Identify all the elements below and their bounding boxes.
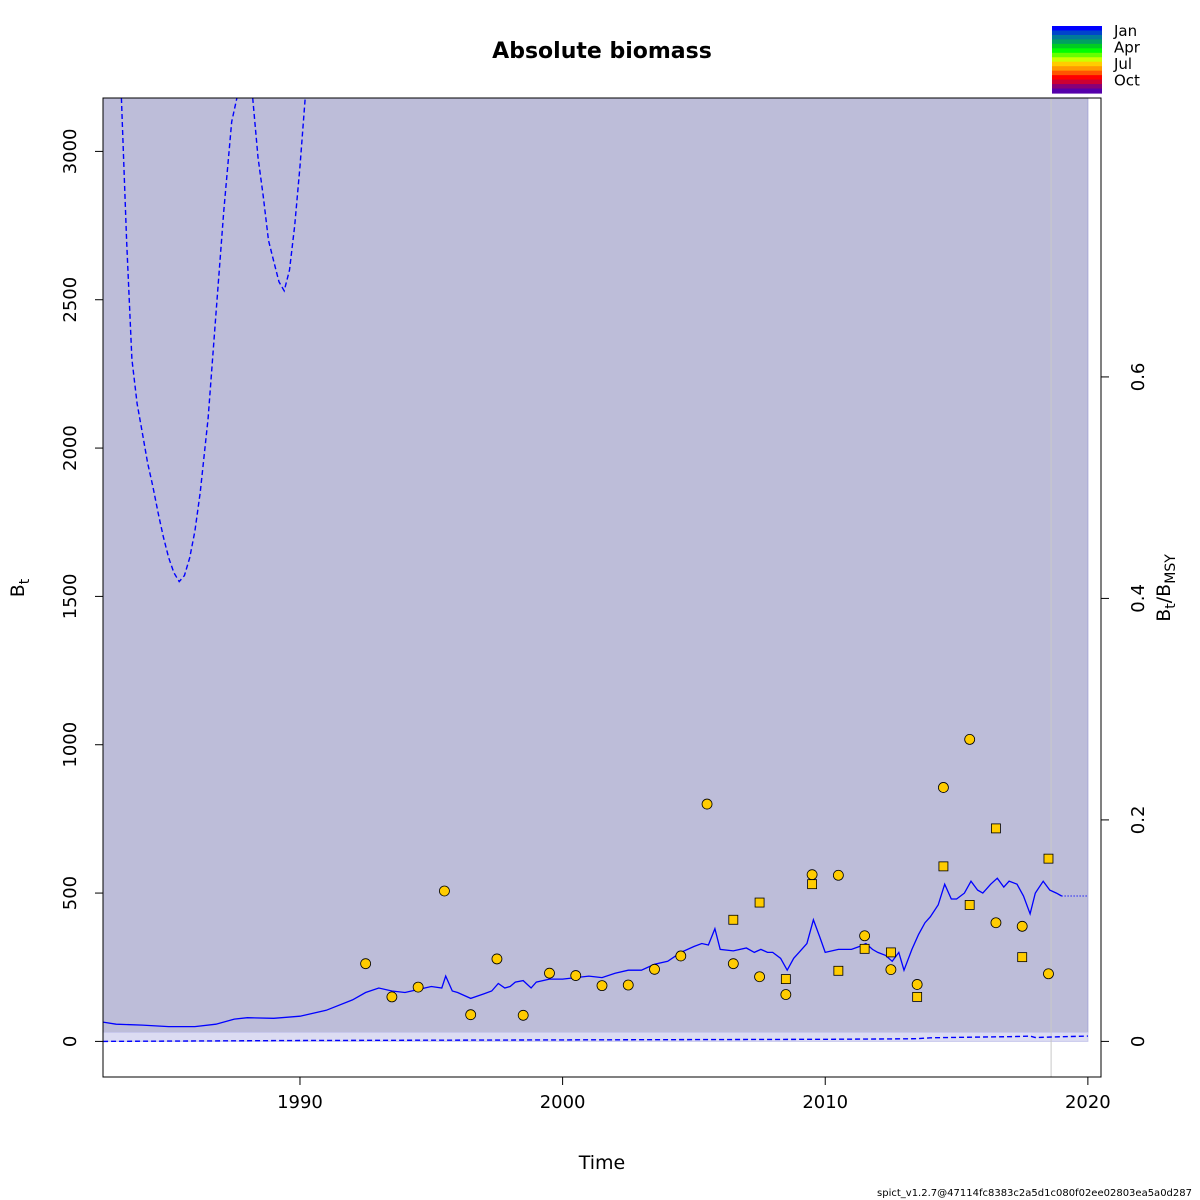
legend-color-swatch: [1052, 26, 1102, 32]
index1-point: [727, 958, 739, 970]
index1-point: [439, 885, 450, 897]
index1-point: [832, 869, 844, 881]
index1-point: [570, 970, 582, 981]
y-axis-title: Bt: [7, 578, 33, 597]
index2-point: [859, 943, 870, 954]
index2-point: [964, 900, 975, 910]
index1-point: [701, 798, 713, 810]
x-tick-label: 2000: [540, 1092, 586, 1113]
upper-ci-line-segment-2: [252, 98, 306, 293]
legend-label: Apr: [1114, 39, 1141, 57]
index1-point: [780, 989, 792, 1000]
legend-color-swatch: [1052, 75, 1102, 81]
index2-point: [754, 897, 765, 908]
y-tick-label: 1000: [60, 722, 81, 768]
index2-point: [991, 823, 1001, 834]
index2-point: [780, 974, 791, 984]
x-axis-title: Time: [578, 1152, 626, 1174]
y2-tick-label: 0.2: [1128, 806, 1149, 835]
index1-point: [1043, 968, 1054, 980]
secondary-y-axis-title: Bt/BMSY: [1153, 554, 1179, 622]
plot-content: [103, 98, 1089, 1077]
legend-color-swatch: [1052, 84, 1102, 90]
y-tick-label: 500: [60, 876, 81, 910]
biomass-estimate-line: [103, 877, 1062, 1028]
index2-point: [728, 914, 739, 925]
legend-label: Oct: [1114, 72, 1140, 90]
y2-title-sub1: t: [1163, 603, 1179, 609]
y-tick-label: 3000: [60, 128, 81, 174]
legend-label: Jul: [1113, 55, 1132, 73]
index1-point: [360, 958, 372, 970]
index1-point: [1016, 920, 1028, 932]
index2-point: [833, 965, 844, 976]
index1-point: [859, 930, 871, 942]
legend-color-swatch: [1052, 79, 1102, 85]
y-axis-title-main: B: [7, 584, 29, 597]
x-tick-label: 2010: [802, 1092, 848, 1113]
index2-point: [912, 992, 923, 1002]
legend-color-swatch: [1052, 57, 1102, 63]
index1-point: [544, 967, 555, 979]
plot-frame: [102, 97, 1102, 1078]
y2-tick-label: 0.6: [1128, 363, 1149, 392]
legend-color-swatch: [1052, 52, 1102, 58]
y2-title-main: B: [1153, 609, 1175, 622]
x-tick-label: 2020: [1065, 1092, 1111, 1113]
index2-point: [885, 947, 896, 958]
legend-color-swatch: [1052, 34, 1102, 40]
secondary-y-axis: 0 0.2 0.4 0.6: [1101, 363, 1149, 1047]
index2-point: [938, 861, 949, 872]
y-tick-label: 2500: [60, 277, 81, 323]
index1-point: [990, 917, 1002, 929]
x-axis: 1990 2000 2010 2020: [277, 1077, 1111, 1113]
confidence-band: [103, 98, 1089, 1033]
index1-point: [675, 950, 687, 962]
y-tick-label: 1500: [60, 573, 81, 619]
lower-ci-line: [103, 1035, 1088, 1043]
y2-title-main2: B: [1153, 584, 1175, 597]
index1-point: [517, 1009, 529, 1021]
legend-color-swatch: [1052, 30, 1102, 36]
index1-point: [938, 782, 949, 793]
y-axis-title-subscript: t: [17, 578, 33, 584]
legend-color-swatch: [1052, 48, 1102, 54]
version-footer: spict_v1.2.7@47114fc8383c2a5d1c080f02ee0…: [877, 1188, 1192, 1199]
index1-point: [754, 971, 765, 983]
index1-point: [412, 981, 424, 993]
index1-point: [491, 953, 503, 965]
index1-point: [911, 979, 923, 990]
y2-title-sep: /: [1153, 596, 1175, 603]
legend-color-swatch: [1052, 66, 1102, 72]
y2-title-sub2: MSY: [1163, 554, 1179, 584]
index1-point: [885, 964, 897, 976]
legend-label: Jan: [1113, 22, 1137, 40]
y-axis: 0 500 1000 1500 2000 2500 3000: [60, 128, 103, 1047]
y2-tick-label: 0.4: [1128, 584, 1149, 613]
y2-tick-label: 0: [1128, 1036, 1149, 1047]
y-tick-label: 0: [60, 1036, 81, 1047]
index1-point: [649, 963, 660, 975]
lower-confidence-band: [103, 1032, 1089, 1042]
y-tick-label: 2000: [60, 425, 81, 471]
legend-color-swatch: [1052, 39, 1102, 45]
legend-color-swatch: [1052, 70, 1102, 76]
index1-point: [465, 1009, 477, 1021]
index2-point: [1017, 952, 1028, 963]
index1-point: [596, 980, 608, 992]
x-tick-label: 1990: [277, 1092, 323, 1113]
chart-title: Absolute biomass: [492, 39, 712, 64]
legend-color-swatch: [1052, 88, 1102, 94]
upper-ci-line-segment-1: [120, 98, 238, 583]
index2-point: [807, 879, 818, 890]
index1-point: [964, 733, 976, 745]
index1-point: [386, 991, 398, 1003]
index1-point: [622, 979, 634, 991]
index2-point: [1043, 853, 1054, 864]
legend-color-swatch: [1052, 61, 1102, 67]
index1-point: [806, 869, 818, 881]
legend-color-swatch: [1052, 43, 1102, 49]
